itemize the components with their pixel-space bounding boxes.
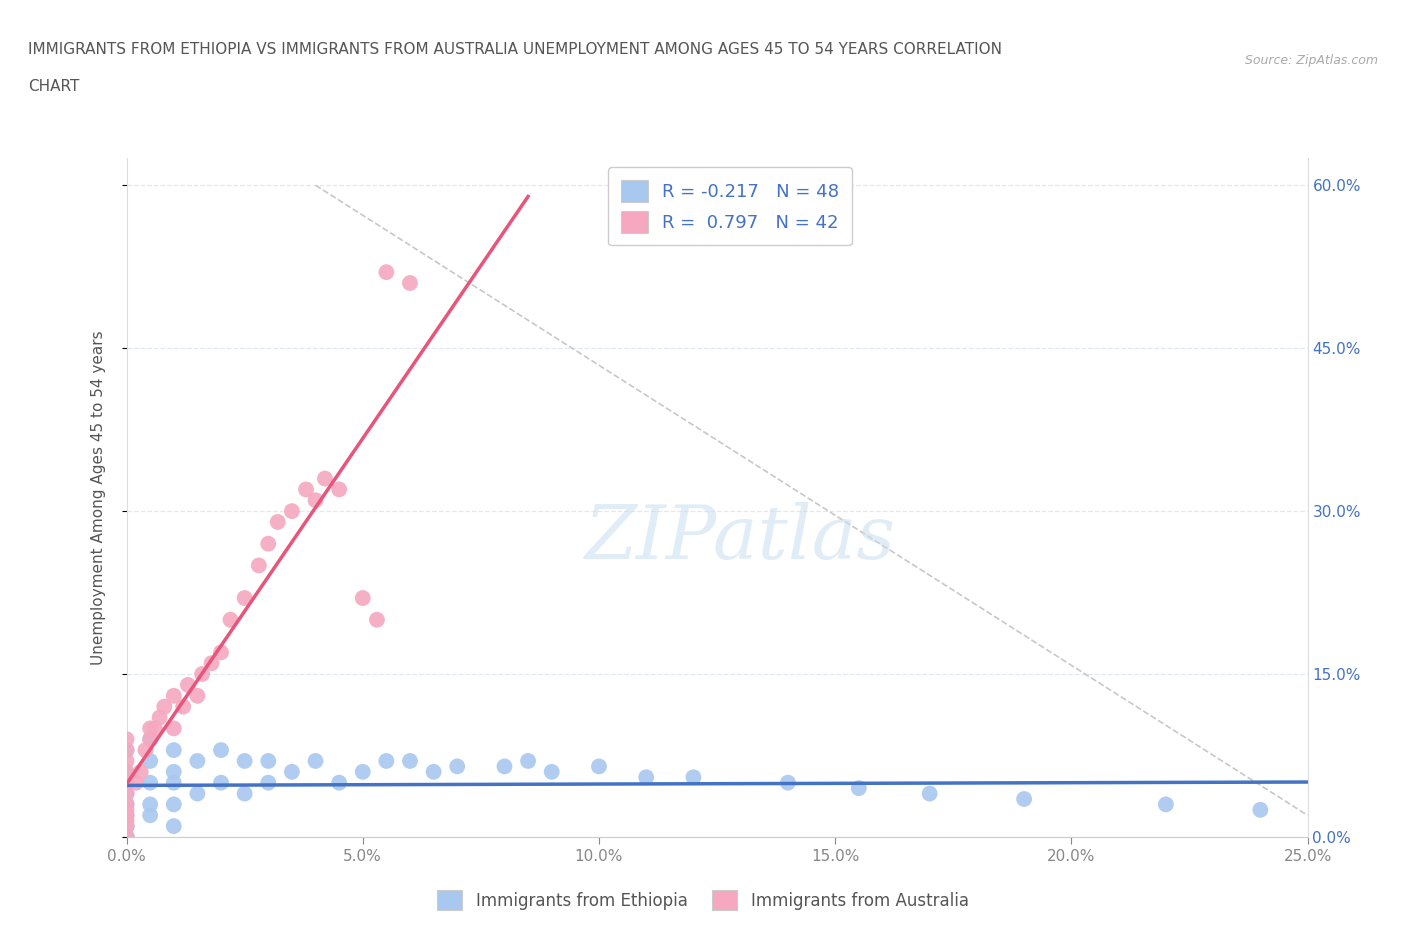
Point xyxy=(375,265,398,280)
Text: Source: ZipAtlas.com: Source: ZipAtlas.com xyxy=(1244,54,1378,67)
Point xyxy=(1154,797,1177,812)
Point xyxy=(918,786,941,801)
Point xyxy=(281,764,304,779)
Point xyxy=(115,813,138,828)
Point xyxy=(115,830,138,844)
Point xyxy=(636,770,658,785)
Point xyxy=(267,514,290,529)
Point xyxy=(314,472,336,486)
Point xyxy=(375,753,398,768)
Point xyxy=(115,830,138,844)
Point xyxy=(129,764,152,779)
Point xyxy=(200,656,222,671)
Point xyxy=(115,803,138,817)
Point xyxy=(163,743,186,758)
Point xyxy=(163,688,186,703)
Point xyxy=(115,776,138,790)
Point xyxy=(163,721,186,736)
Point xyxy=(186,688,208,703)
Point xyxy=(115,753,138,768)
Point xyxy=(139,808,162,823)
Point xyxy=(233,753,256,768)
Point xyxy=(115,797,138,812)
Point xyxy=(139,732,162,747)
Point xyxy=(139,753,162,768)
Point xyxy=(776,776,799,790)
Point xyxy=(186,753,208,768)
Point xyxy=(517,753,540,768)
Point xyxy=(399,753,422,768)
Point xyxy=(139,732,162,747)
Point xyxy=(257,753,280,768)
Point xyxy=(399,275,422,290)
Point xyxy=(115,786,138,801)
Y-axis label: Unemployment Among Ages 45 to 54 years: Unemployment Among Ages 45 to 54 years xyxy=(91,330,105,665)
Point xyxy=(352,764,374,779)
Point xyxy=(153,699,176,714)
Text: IMMIGRANTS FROM ETHIOPIA VS IMMIGRANTS FROM AUSTRALIA UNEMPLOYMENT AMONG AGES 45: IMMIGRANTS FROM ETHIOPIA VS IMMIGRANTS F… xyxy=(28,42,1002,57)
Point xyxy=(540,764,562,779)
Point xyxy=(494,759,516,774)
Point xyxy=(115,818,138,833)
Point xyxy=(446,759,468,774)
Point xyxy=(1249,803,1271,817)
Point xyxy=(115,764,138,779)
Point xyxy=(134,743,156,758)
Point xyxy=(233,786,256,801)
Point xyxy=(163,797,186,812)
Point xyxy=(115,830,138,844)
Point xyxy=(281,504,304,519)
Point xyxy=(682,770,704,785)
Point xyxy=(115,808,138,823)
Point xyxy=(233,591,256,605)
Point xyxy=(304,753,326,768)
Point xyxy=(115,743,138,758)
Point xyxy=(172,699,194,714)
Point xyxy=(115,797,138,812)
Point xyxy=(115,808,138,823)
Text: CHART: CHART xyxy=(28,79,80,94)
Point xyxy=(115,786,138,801)
Point xyxy=(257,776,280,790)
Point xyxy=(115,764,138,779)
Point xyxy=(352,591,374,605)
Point xyxy=(328,482,350,497)
Point xyxy=(115,818,138,833)
Point xyxy=(209,743,232,758)
Point xyxy=(848,780,870,795)
Point xyxy=(257,537,280,551)
Point xyxy=(219,612,242,627)
Point xyxy=(295,482,318,497)
Point xyxy=(304,493,326,508)
Point xyxy=(163,764,186,779)
Point xyxy=(209,644,232,659)
Point xyxy=(139,797,162,812)
Point xyxy=(115,830,138,844)
Point xyxy=(149,711,172,725)
Point xyxy=(163,776,186,790)
Point xyxy=(588,759,610,774)
Legend: R = -0.217   N = 48, R =  0.797   N = 42: R = -0.217 N = 48, R = 0.797 N = 42 xyxy=(607,167,852,246)
Point xyxy=(139,721,162,736)
Point xyxy=(143,721,166,736)
Point xyxy=(366,612,388,627)
Point xyxy=(115,743,138,758)
Point xyxy=(115,818,138,833)
Legend: Immigrants from Ethiopia, Immigrants from Australia: Immigrants from Ethiopia, Immigrants fro… xyxy=(430,884,976,917)
Point xyxy=(422,764,444,779)
Point xyxy=(177,677,200,692)
Point xyxy=(328,776,350,790)
Point xyxy=(1012,791,1035,806)
Point xyxy=(125,776,148,790)
Point xyxy=(247,558,270,573)
Point xyxy=(209,776,232,790)
Point xyxy=(115,732,138,747)
Point xyxy=(186,786,208,801)
Point xyxy=(139,776,162,790)
Point xyxy=(163,818,186,833)
Text: ZIPatlas: ZIPatlas xyxy=(585,502,896,575)
Point xyxy=(191,667,214,682)
